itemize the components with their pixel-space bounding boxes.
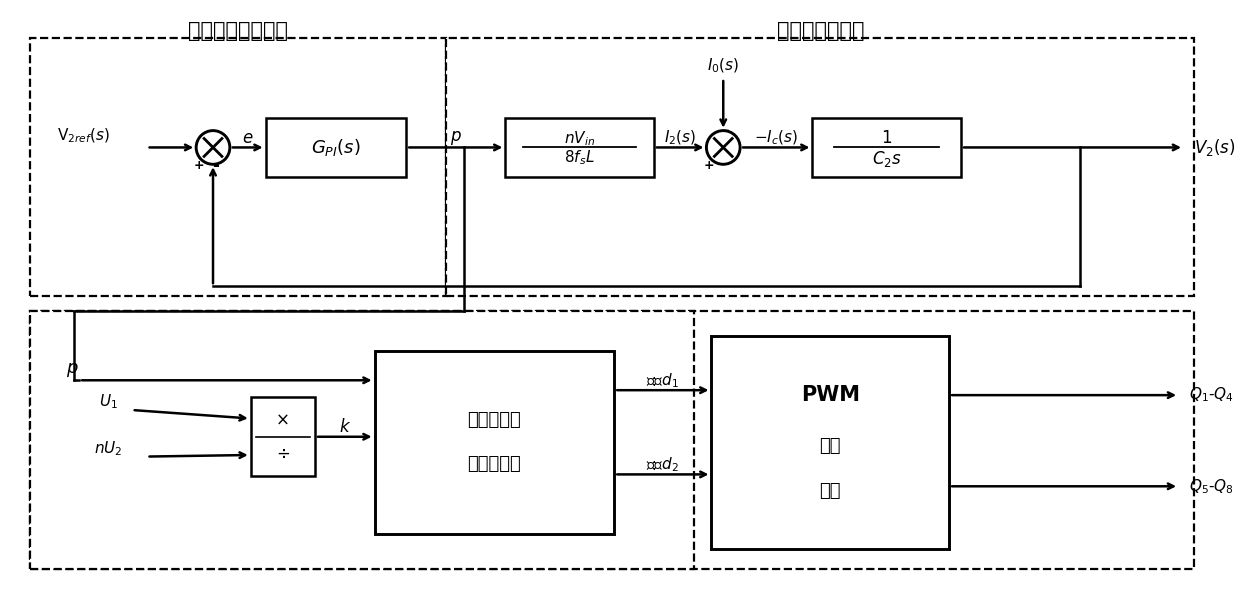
Text: 脉宽: 脉宽 <box>820 438 841 456</box>
Bar <box>446 38 1194 296</box>
Text: ÷: ÷ <box>277 445 290 463</box>
Text: $k$: $k$ <box>339 418 351 436</box>
Text: PWM: PWM <box>801 385 859 405</box>
Text: 调制: 调制 <box>820 482 841 500</box>
Bar <box>812 118 961 177</box>
Text: $nV_{in}$: $nV_{in}$ <box>564 130 595 148</box>
Text: 变换器数学模型: 变换器数学模型 <box>776 21 864 41</box>
Bar <box>265 118 407 177</box>
Text: 回流功率优: 回流功率优 <box>467 411 521 429</box>
Text: $\mathrm{V}_{2ref}(s)$: $\mathrm{V}_{2ref}(s)$ <box>57 127 110 145</box>
Text: $V_2(s)$: $V_2(s)$ <box>1194 137 1235 158</box>
Bar <box>30 311 693 568</box>
Bar <box>30 311 1194 568</box>
Text: -: - <box>212 158 219 175</box>
Bar <box>712 336 949 548</box>
Bar <box>250 397 315 476</box>
Text: 给定$d_2$: 给定$d_2$ <box>646 455 680 474</box>
Text: $nU_2$: $nU_2$ <box>94 439 123 458</box>
Text: $C_2s$: $C_2s$ <box>872 149 901 169</box>
Text: 化控制单元: 化控制单元 <box>467 455 521 473</box>
Text: $U_1$: $U_1$ <box>99 393 118 411</box>
Text: $-I_c(s)$: $-I_c(s)$ <box>754 128 799 147</box>
Bar <box>374 350 614 534</box>
Text: $p$: $p$ <box>450 128 461 147</box>
Text: $1$: $1$ <box>882 129 893 147</box>
Text: $p$: $p$ <box>67 361 79 379</box>
Bar <box>505 118 653 177</box>
Text: $I_0(s)$: $I_0(s)$ <box>707 57 739 75</box>
Text: -: - <box>722 122 729 139</box>
Text: +: + <box>704 159 714 171</box>
Text: ×: × <box>277 412 290 430</box>
Text: $Q_5$-$Q_8$: $Q_5$-$Q_8$ <box>1189 477 1234 496</box>
Text: 给定$d_1$: 给定$d_1$ <box>646 371 680 390</box>
Circle shape <box>707 131 740 164</box>
Text: $G_{PI}(s)$: $G_{PI}(s)$ <box>311 137 361 158</box>
Text: +: + <box>193 159 205 171</box>
Text: $e$: $e$ <box>242 128 253 147</box>
Text: $Q_1$-$Q_4$: $Q_1$-$Q_4$ <box>1189 386 1234 404</box>
Bar <box>30 38 446 296</box>
Text: $I_2(s)$: $I_2(s)$ <box>665 128 697 147</box>
Text: 直接功率控制单元: 直接功率控制单元 <box>187 21 288 41</box>
Circle shape <box>196 131 229 164</box>
Text: $8f_sL$: $8f_sL$ <box>564 148 595 167</box>
